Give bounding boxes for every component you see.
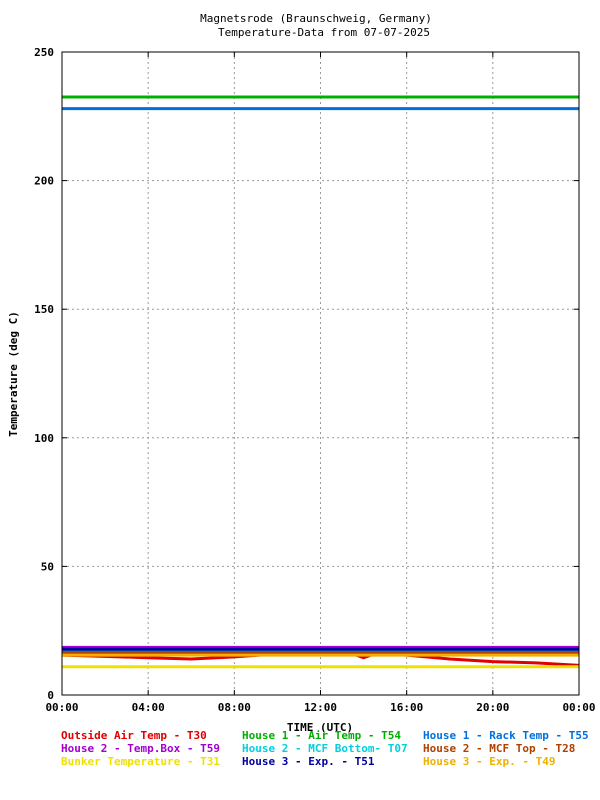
- legend-entry: Outside Air Temp - T30: [61, 729, 207, 742]
- x-axis-label: TIME (UTC): [287, 721, 353, 734]
- legend-entry: Bunker Temperature - T31: [61, 755, 220, 768]
- legend-entry: House 3 - Exp. - T49: [423, 755, 555, 768]
- y-axis-label: Temperature (deg C): [7, 311, 20, 437]
- ticks: 00:00 04:00 08:00 12:00 16:00 20:00 00:0005010…: [34, 46, 595, 714]
- x-tick-label: 12:00: [304, 701, 337, 714]
- legend-entry: House 2 - MCF Top - T28: [423, 742, 575, 755]
- x-tick-label: 00:00: [45, 701, 78, 714]
- y-tick-label: 0: [47, 689, 54, 702]
- y-tick-label: 100: [34, 432, 54, 445]
- legend-entry: House 2 - MCF Bottom- T07: [242, 742, 408, 755]
- grid: [62, 52, 579, 695]
- x-tick-label: 04:00: [132, 701, 165, 714]
- x-tick-label: 08:00: [218, 701, 251, 714]
- y-tick-label: 50: [41, 560, 54, 573]
- x-tick-label: 20:00: [476, 701, 509, 714]
- legend-entry: House 1 - Air Temp - T54: [242, 729, 401, 742]
- y-tick-label: 150: [34, 303, 54, 316]
- series-group: [61, 95, 580, 669]
- x-tick-label: 00:00: [562, 701, 595, 714]
- chart-title: Magnetsrode (Braunschweig, Germany): [200, 12, 432, 25]
- x-tick-label: 16:00: [390, 701, 423, 714]
- legend-entry: House 1 - Rack Temp - T55: [423, 729, 589, 742]
- legend-entry: House 3 - Exp. - T51: [242, 755, 375, 768]
- chart-subtitle: Temperature-Data from 07-07-2025: [218, 26, 430, 39]
- y-tick-label: 200: [34, 175, 54, 188]
- y-tick-label: 250: [34, 46, 54, 59]
- legend-entry: House 2 - Temp.Box - T59: [61, 742, 220, 755]
